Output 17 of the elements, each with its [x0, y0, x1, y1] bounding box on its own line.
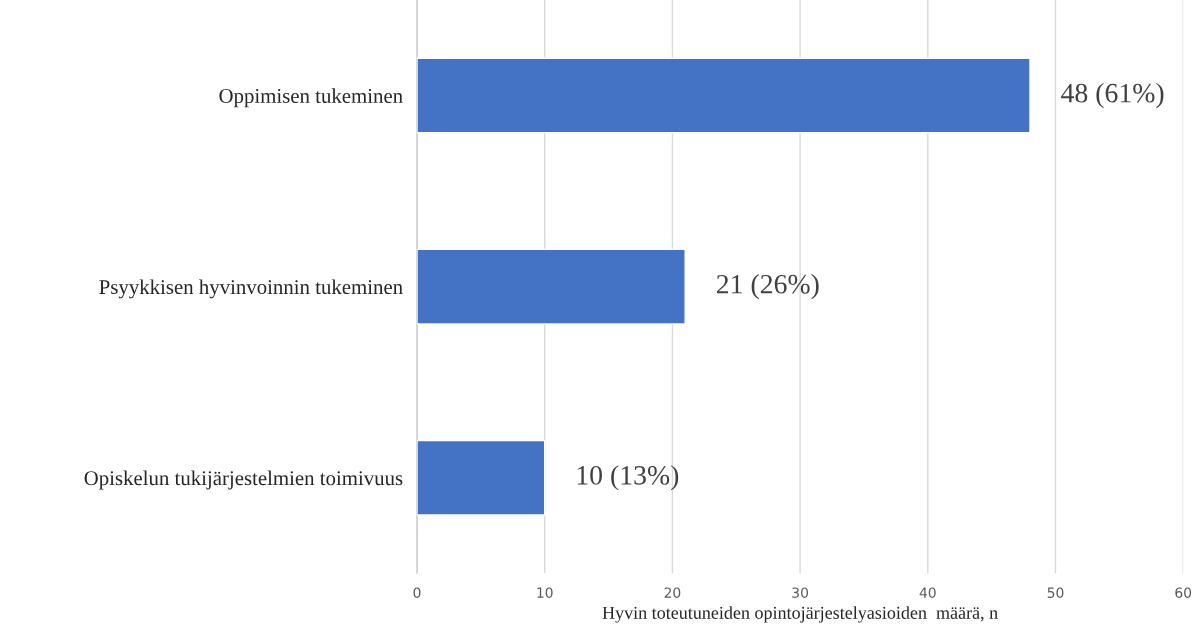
x-tick-label: 30 [792, 587, 809, 598]
y-tick-label: Oppimisen tukeminen [219, 88, 403, 108]
data-label: 48 (61%) [1061, 82, 1164, 109]
bar [417, 57, 1031, 134]
y-tick-label: Psyykkisen hyvinvoinnin tukeminen [99, 279, 403, 299]
x-tick-label: 20 [664, 587, 681, 598]
y-tick-label: Opiskelun tukijärjestelmien toimivuus [84, 470, 403, 490]
x-tick-label: 60 [1175, 587, 1192, 598]
data-label: 10 (13%) [577, 465, 679, 491]
bar [417, 248, 686, 325]
x-axis-title: Hyvin toteutuneiden opintojärjestelyasioiden määrä, n [602, 606, 998, 623]
data-label: 21 (26%) [716, 274, 819, 300]
x-tick-label: 50 [1047, 587, 1064, 598]
x-tick-label: 10 [537, 587, 553, 598]
x-tick-label: 40 [919, 587, 936, 598]
x-tick-label: 0 [413, 587, 421, 598]
bar [417, 439, 546, 516]
